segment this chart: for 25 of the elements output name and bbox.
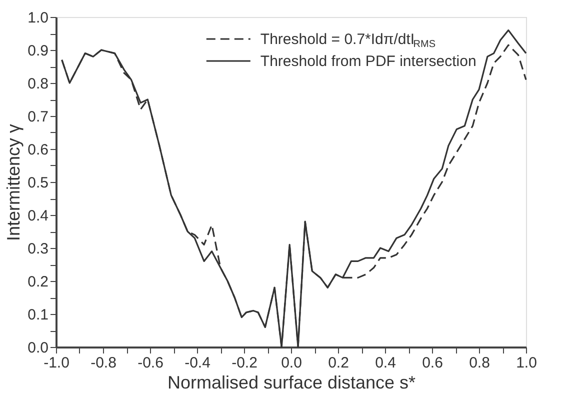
y-axis-title: Intermittency γ: [4, 124, 24, 242]
x-tick-label: 0.6: [422, 354, 443, 372]
x-tick-label: -0.6: [138, 354, 164, 372]
y-tick-label: 0.2: [28, 274, 48, 290]
y-tick-label: 0.4: [28, 208, 48, 224]
y-tick-label: 0.5: [28, 174, 48, 192]
x-tick-label: 0.8: [469, 354, 490, 372]
x-tick-label: -0.8: [90, 354, 116, 372]
x-tick-label: 0.2: [328, 354, 349, 372]
x-tick-label: -0.4: [184, 354, 210, 372]
y-tick-label: 0.7: [28, 108, 48, 126]
y-tick-label: 0.8: [28, 76, 48, 92]
x-tick-label: 0.0: [281, 354, 302, 372]
y-tick-label: 0.9: [28, 42, 48, 60]
y-tick-label: 0.3: [28, 240, 48, 258]
x-tick-label: -1.0: [44, 354, 70, 372]
y-tick-label: 1.0: [28, 10, 48, 26]
x-tick-label: 1.0: [516, 354, 537, 372]
x-tick-label: -0.2: [232, 354, 258, 372]
y-tick-label: 0.0: [28, 340, 48, 356]
legend-label: Threshold from PDF intersection: [260, 53, 476, 70]
x-tick-label: 0.4: [375, 354, 396, 372]
y-tick-label: 0.1: [28, 306, 48, 324]
y-tick-label: 0.6: [28, 142, 48, 158]
x-axis-title: Normalised surface distance s*: [167, 372, 416, 392]
